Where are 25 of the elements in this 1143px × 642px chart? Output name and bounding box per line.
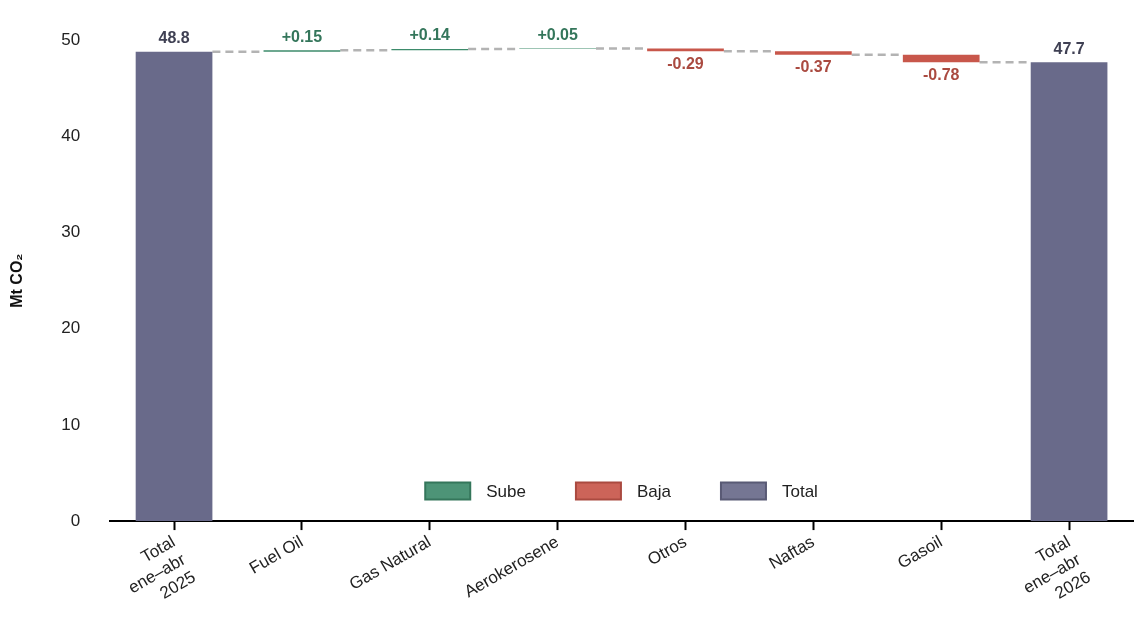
bar: [1030, 62, 1108, 522]
legend-label: Baja: [636, 481, 672, 501]
data-label: 48.8: [158, 29, 190, 47]
data-label: +0.05: [537, 25, 578, 43]
bar: [902, 54, 980, 63]
y-tick-label: 0: [70, 510, 81, 530]
data-label: -0.37: [795, 58, 832, 76]
data-label: -0.29: [667, 54, 704, 72]
data-label: -0.78: [922, 65, 960, 83]
legend-label: Sube: [486, 481, 526, 501]
y-tick-label: 40: [61, 126, 81, 146]
x-tick-label: Fuel Oil: [246, 531, 307, 578]
data-label: +0.15: [281, 27, 323, 45]
legend-label: Total: [781, 481, 818, 501]
y-tick-label: 50: [61, 29, 81, 49]
bar: [647, 48, 724, 52]
bar: [135, 51, 213, 522]
y-tick-label: 10: [61, 414, 81, 434]
x-tick-label: Otros: [644, 531, 690, 570]
y-tick-label: 30: [61, 222, 81, 242]
y-tick-label: 20: [61, 318, 81, 338]
y-axis-title: Mt CO₂: [8, 253, 26, 308]
data-label: 47.7: [1053, 39, 1085, 57]
bar: [774, 51, 852, 55]
data-label: +0.14: [409, 26, 451, 44]
